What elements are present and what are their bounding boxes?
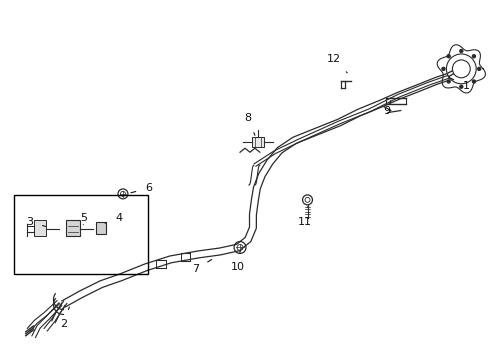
Text: 9: 9 <box>383 100 391 116</box>
Text: 11: 11 <box>297 207 312 227</box>
Circle shape <box>447 80 450 83</box>
Text: 3: 3 <box>26 217 46 227</box>
Text: 10: 10 <box>231 251 245 272</box>
Circle shape <box>442 67 445 70</box>
Text: 5: 5 <box>80 213 87 225</box>
Bar <box>96 222 106 234</box>
Bar <box>66 220 80 235</box>
Text: 1: 1 <box>449 78 470 91</box>
Text: 12: 12 <box>327 54 347 73</box>
Circle shape <box>478 67 481 70</box>
Bar <box>252 137 264 147</box>
Text: 6: 6 <box>131 183 152 193</box>
Circle shape <box>460 85 463 88</box>
Circle shape <box>472 55 475 58</box>
Bar <box>34 220 46 235</box>
Circle shape <box>472 80 475 83</box>
Circle shape <box>447 55 450 58</box>
Text: 8: 8 <box>245 113 255 135</box>
Text: 4: 4 <box>105 213 122 223</box>
Text: 7: 7 <box>192 260 212 274</box>
Bar <box>14 195 148 274</box>
Circle shape <box>460 50 463 53</box>
Text: 2: 2 <box>60 307 70 329</box>
